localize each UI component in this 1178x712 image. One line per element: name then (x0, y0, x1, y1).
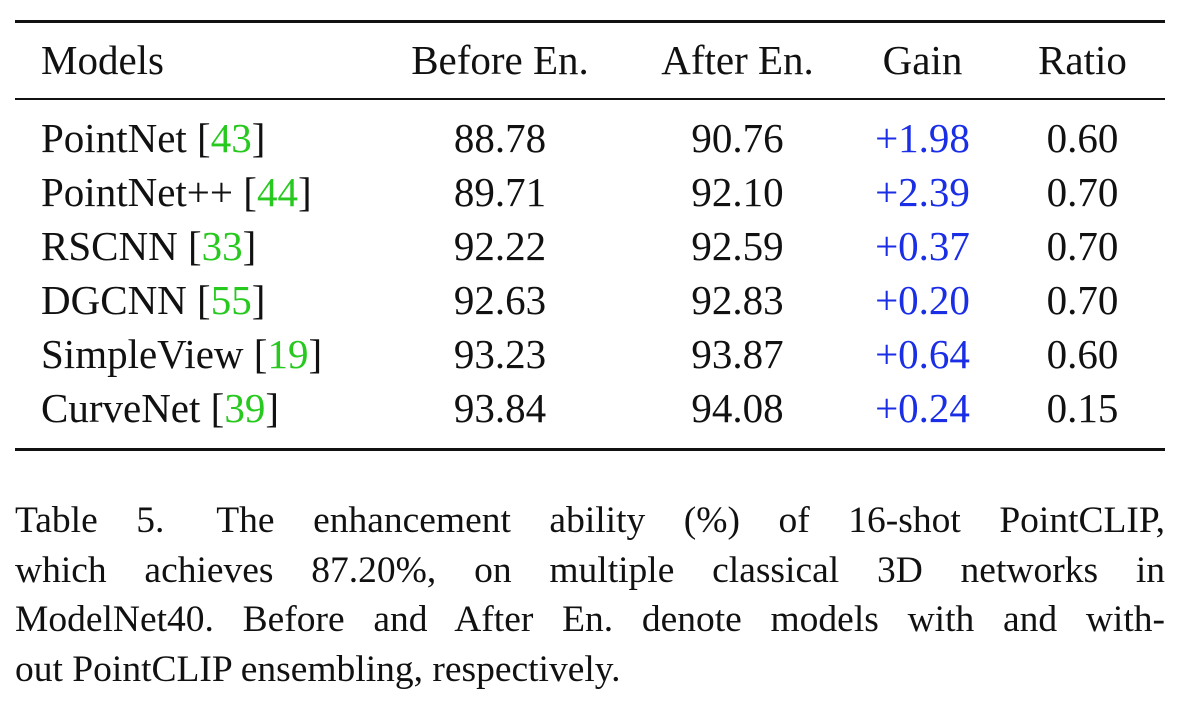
caption-text-1: The enhancement ability (%) of 16-shot P… (216, 500, 1165, 541)
caption-line-2: which achieves 87.20%, on multiple class… (15, 549, 1165, 591)
header-gain: Gain (882, 37, 963, 83)
table-row: DGCNN [55] 92.63 92.83 +0.20 0.70 (15, 273, 1165, 327)
after-value: 90.76 (691, 114, 784, 161)
gain-value: +0.20 (875, 276, 970, 323)
header-after: After En. (661, 37, 814, 83)
gain-value: +0.37 (875, 222, 970, 269)
ratio-value: 0.15 (1046, 384, 1119, 431)
model-name: SimpleView (41, 330, 244, 377)
model-name: PointNet (41, 114, 187, 161)
model-name: CurveNet (41, 384, 201, 431)
after-value: 94.08 (691, 384, 784, 431)
model-name: RSCNN (41, 222, 178, 269)
results-table: Models Before En. After En. Gain Ratio P… (15, 23, 1165, 435)
gain-value: +0.64 (875, 330, 970, 377)
table-caption: Table 5. The enhancement ability (%) of … (15, 496, 1165, 694)
model-cell: PointNet [43] (41, 114, 266, 161)
header-before: Before En. (411, 37, 589, 83)
model-cell: PointNet++ [44] (41, 168, 312, 215)
before-value: 92.63 (453, 276, 547, 323)
model-cell: SimpleView [19] (41, 330, 323, 377)
table-header-rule (15, 98, 1165, 100)
table-row: CurveNet [39] 93.84 94.08 +0.24 0.15 (15, 381, 1165, 435)
before-value: 88.78 (453, 114, 547, 161)
table-row: RSCNN [33] 92.22 92.59 +0.37 0.70 (15, 219, 1165, 273)
table-row: PointNet++ [44] 89.71 92.10 +2.39 0.70 (15, 165, 1165, 219)
citation-link[interactable]: 44 (256, 168, 298, 215)
header-models: Models (41, 37, 164, 83)
table-row: PointNet [43] 88.78 90.76 +1.98 0.60 (15, 98, 1165, 165)
gain-value: +1.98 (875, 114, 970, 161)
model-name: DGCNN (41, 276, 187, 323)
citation-link[interactable]: 43 (210, 114, 252, 161)
ratio-value: 0.60 (1046, 114, 1119, 161)
ratio-value: 0.70 (1046, 222, 1119, 269)
after-value: 93.87 (691, 330, 784, 377)
model-cell: RSCNN [33] (41, 222, 257, 269)
citation-link[interactable]: 55 (210, 276, 252, 323)
gain-value: +2.39 (875, 168, 970, 215)
before-value: 89.71 (453, 168, 547, 215)
after-value: 92.59 (691, 222, 784, 269)
header-ratio: Ratio (1038, 37, 1127, 83)
before-value: 93.84 (453, 384, 547, 431)
ratio-value: 0.70 (1046, 276, 1119, 323)
model-cell: DGCNN [55] (41, 276, 266, 323)
before-value: 93.23 (453, 330, 547, 377)
after-value: 92.10 (691, 168, 784, 215)
model-name: PointNet++ (41, 168, 234, 215)
table-row: SimpleView [19] 93.23 93.87 +0.64 0.60 (15, 327, 1165, 381)
caption-line-4: out PointCLIP ensembling, respectively. (15, 648, 621, 690)
ratio-value: 0.70 (1046, 168, 1119, 215)
header-row: Models Before En. After En. Gain Ratio (15, 23, 1165, 98)
model-cell: CurveNet [39] (41, 384, 279, 431)
before-value: 92.22 (453, 222, 547, 269)
citation-link[interactable]: 19 (267, 330, 309, 377)
caption-line-3: ModelNet40. Before and After En. denote … (15, 599, 1165, 640)
gain-value: +0.24 (875, 384, 970, 431)
table-top-rule (15, 20, 1165, 23)
ratio-value: 0.60 (1046, 330, 1119, 377)
caption-label: Table 5. (15, 500, 165, 541)
table-bottom-rule (15, 448, 1165, 451)
caption-line-1: Table 5. The enhancement ability (%) of … (15, 496, 1165, 546)
after-value: 92.83 (691, 276, 784, 323)
citation-link[interactable]: 39 (224, 384, 266, 431)
citation-link[interactable]: 33 (201, 222, 243, 269)
